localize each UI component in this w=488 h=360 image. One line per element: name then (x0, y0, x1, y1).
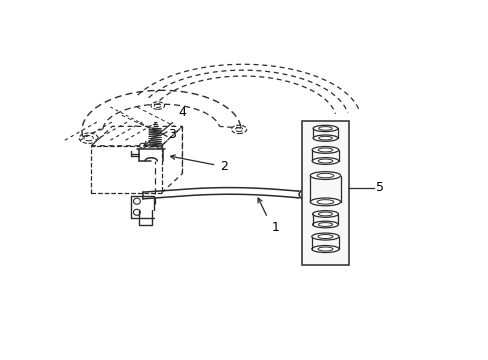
Ellipse shape (311, 158, 338, 165)
Ellipse shape (311, 233, 338, 240)
Bar (91, 146, 161, 193)
Text: 5: 5 (375, 181, 383, 194)
Ellipse shape (317, 200, 333, 204)
Ellipse shape (311, 246, 338, 252)
Ellipse shape (310, 172, 340, 179)
Ellipse shape (312, 135, 337, 141)
Ellipse shape (133, 198, 140, 204)
Ellipse shape (310, 198, 340, 206)
Text: 4: 4 (178, 107, 186, 120)
Ellipse shape (317, 174, 333, 178)
Ellipse shape (318, 148, 332, 152)
Ellipse shape (318, 222, 332, 226)
Text: 2: 2 (220, 160, 228, 173)
Ellipse shape (312, 211, 338, 217)
Ellipse shape (318, 136, 331, 140)
Ellipse shape (311, 147, 338, 153)
Ellipse shape (317, 247, 332, 251)
Ellipse shape (318, 159, 332, 163)
Ellipse shape (299, 189, 313, 200)
Ellipse shape (312, 221, 338, 228)
Text: 3: 3 (168, 128, 176, 141)
Ellipse shape (133, 209, 140, 215)
Ellipse shape (312, 125, 337, 132)
Ellipse shape (156, 143, 163, 148)
Ellipse shape (139, 143, 145, 148)
Ellipse shape (317, 235, 332, 239)
Bar (301, 121, 348, 265)
Ellipse shape (318, 212, 332, 216)
Ellipse shape (318, 127, 331, 130)
Text: 1: 1 (271, 221, 279, 234)
